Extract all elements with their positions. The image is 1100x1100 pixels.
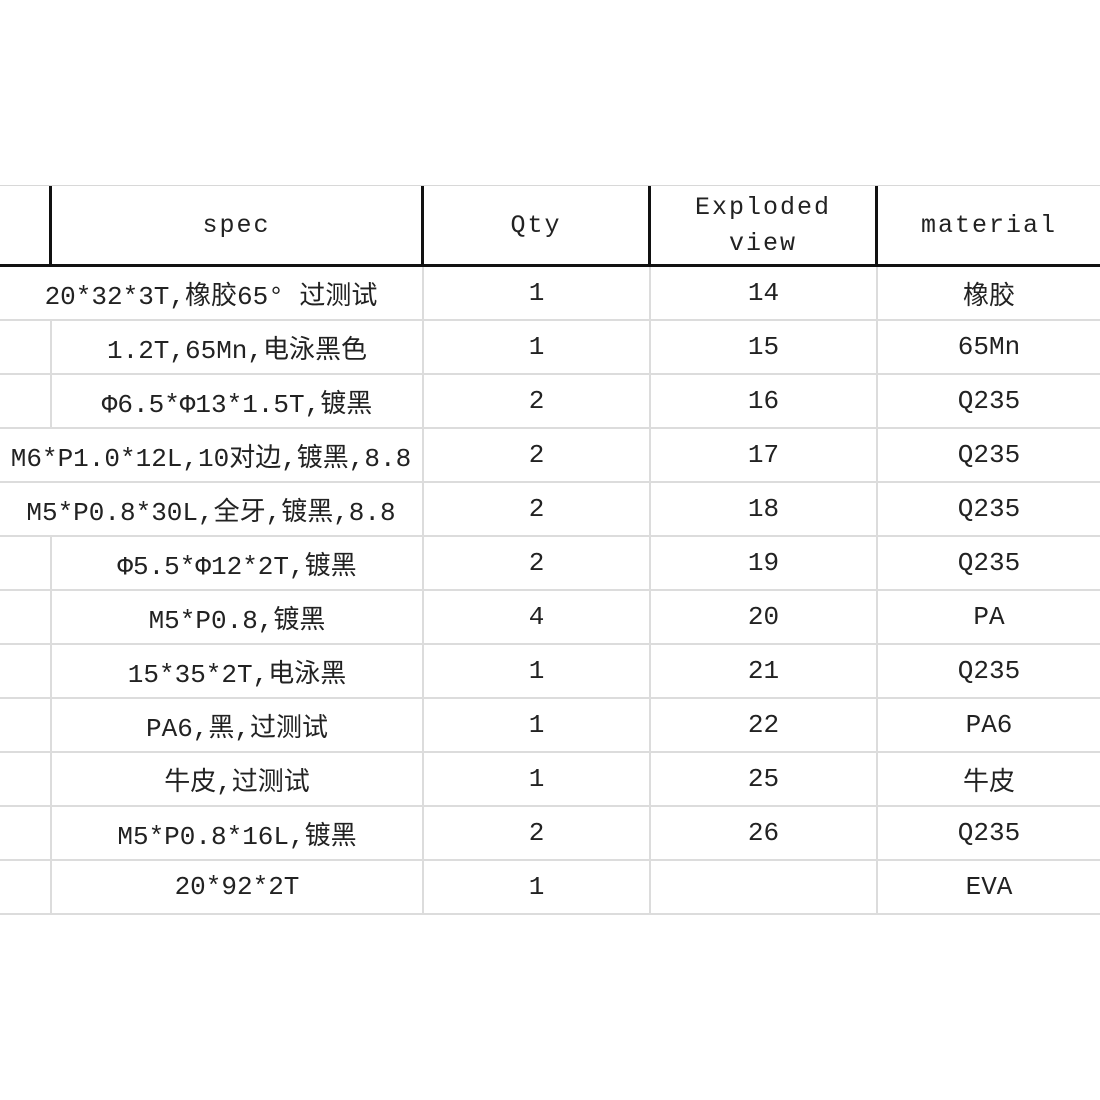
spec-cell[interactable]: 20*32*3T,橡胶65° 过测试 bbox=[0, 267, 424, 319]
exploded-view-cell[interactable]: 15 bbox=[651, 321, 878, 373]
material-cell[interactable]: 牛皮 bbox=[962, 767, 1015, 798]
material-cell[interactable]: 65Mn bbox=[957, 332, 1021, 362]
qty-cell[interactable]: 2 bbox=[424, 483, 651, 535]
index-cell[interactable] bbox=[0, 753, 52, 805]
table-row: Φ6.5*Φ13*1.5T,镀黑 2 16 Q235 bbox=[0, 375, 1100, 429]
spec-cell[interactable]: M6*P1.0*12L,10对边,镀黑,8.8 bbox=[0, 429, 424, 481]
index-cell[interactable] bbox=[0, 321, 52, 373]
qty-cell[interactable]: 2 bbox=[424, 375, 651, 427]
index-cell[interactable] bbox=[0, 537, 52, 589]
exploded-view-cell[interactable]: 17 bbox=[651, 429, 878, 481]
exploded-view-cell[interactable]: 18 bbox=[651, 483, 878, 535]
spec-cell[interactable]: PA6,黑,过测试 bbox=[52, 699, 424, 751]
spec-cell[interactable]: 1.2T,65Mn,电泳黑色 bbox=[52, 321, 424, 373]
spec-cell[interactable]: 牛皮,过测试 bbox=[52, 753, 424, 805]
qty-cell[interactable]: 1 bbox=[424, 321, 651, 373]
exploded-view-cell[interactable] bbox=[651, 861, 878, 913]
material-cell[interactable]: Q235 bbox=[957, 494, 1021, 524]
qty-cell[interactable]: 1 bbox=[424, 861, 651, 913]
table-row: 20*92*2T 1 EVA bbox=[0, 861, 1100, 915]
qty-cell[interactable]: 1 bbox=[424, 267, 651, 319]
table-row: Φ5.5*Φ12*2T,镀黑 2 19 Q235 bbox=[0, 537, 1100, 591]
material-cell[interactable]: 橡胶 bbox=[962, 281, 1015, 312]
index-cell[interactable] bbox=[0, 861, 52, 913]
spec-cell[interactable]: M5*P0.8,镀黑 bbox=[52, 591, 424, 643]
table-row: PA6,黑,过测试 1 22 PA6 bbox=[0, 699, 1100, 753]
exploded-view-cell[interactable]: 26 bbox=[651, 807, 878, 859]
table-row: 1.2T,65Mn,电泳黑色 1 15 65Mn bbox=[0, 321, 1100, 375]
table-row: M5*P0.8*16L,镀黑 2 26 Q235 bbox=[0, 807, 1100, 861]
material-cell[interactable]: Q235 bbox=[957, 440, 1021, 470]
qty-cell[interactable]: 2 bbox=[424, 537, 651, 589]
exploded-view-cell[interactable]: 22 bbox=[651, 699, 878, 751]
qty-cell[interactable]: 1 bbox=[424, 699, 651, 751]
exploded-view-cell[interactable]: 25 bbox=[651, 753, 878, 805]
qty-cell[interactable]: 2 bbox=[424, 429, 651, 481]
qty-cell[interactable]: 4 bbox=[424, 591, 651, 643]
table-row: 15*35*2T,电泳黑 1 21 Q235 bbox=[0, 645, 1100, 699]
exploded-view-cell[interactable]: 16 bbox=[651, 375, 878, 427]
spec-cell[interactable]: M5*P0.8*30L,全牙,镀黑,8.8 bbox=[0, 483, 424, 535]
material-cell[interactable]: Q235 bbox=[957, 656, 1021, 686]
table-row: M6*P1.0*12L,10对边,镀黑,8.8 2 17 Q235 bbox=[0, 429, 1100, 483]
exploded-view-cell[interactable]: 19 bbox=[651, 537, 878, 589]
index-cell[interactable] bbox=[0, 645, 52, 697]
header-exploded-view[interactable]: Exploded view bbox=[651, 186, 878, 266]
spec-cell[interactable]: 20*92*2T bbox=[52, 861, 424, 913]
spec-cell[interactable]: Φ5.5*Φ12*2T,镀黑 bbox=[52, 537, 424, 589]
table-row: 牛皮,过测试 1 25 牛皮 bbox=[0, 753, 1100, 807]
material-cell[interactable]: Q235 bbox=[957, 548, 1021, 578]
table-row: M5*P0.8,镀黑 4 20 PA bbox=[0, 591, 1100, 645]
table-row: 20*32*3T,橡胶65° 过测试 1 14 橡胶 bbox=[0, 267, 1100, 321]
header-spec[interactable]: spec bbox=[52, 186, 424, 266]
header-material[interactable]: material bbox=[920, 211, 1058, 240]
exploded-view-cell[interactable]: 14 bbox=[651, 267, 878, 319]
index-cell[interactable] bbox=[0, 375, 52, 427]
material-cell[interactable]: Q235 bbox=[957, 818, 1021, 848]
material-cell[interactable]: PA6 bbox=[965, 710, 1013, 740]
exploded-view-cell[interactable]: 20 bbox=[651, 591, 878, 643]
index-cell[interactable] bbox=[0, 699, 52, 751]
index-cell[interactable] bbox=[0, 807, 52, 859]
material-cell[interactable]: Q235 bbox=[957, 386, 1021, 416]
spec-cell[interactable]: Φ6.5*Φ13*1.5T,镀黑 bbox=[52, 375, 424, 427]
spec-cell[interactable]: 15*35*2T,电泳黑 bbox=[52, 645, 424, 697]
qty-cell[interactable]: 1 bbox=[424, 753, 651, 805]
table-row: M5*P0.8*30L,全牙,镀黑,8.8 2 18 Q235 bbox=[0, 483, 1100, 537]
qty-cell[interactable]: 1 bbox=[424, 645, 651, 697]
material-cell[interactable]: EVA bbox=[965, 872, 1013, 902]
spec-cell[interactable]: M5*P0.8*16L,镀黑 bbox=[52, 807, 424, 859]
material-cell[interactable]: PA bbox=[973, 602, 1005, 632]
header-row: spec Qty Exploded view material bbox=[0, 185, 1100, 267]
qty-cell[interactable]: 2 bbox=[424, 807, 651, 859]
header-blank[interactable] bbox=[0, 186, 52, 266]
index-cell[interactable] bbox=[0, 591, 52, 643]
header-qty[interactable]: Qty bbox=[424, 186, 651, 266]
exploded-view-cell[interactable]: 21 bbox=[651, 645, 878, 697]
